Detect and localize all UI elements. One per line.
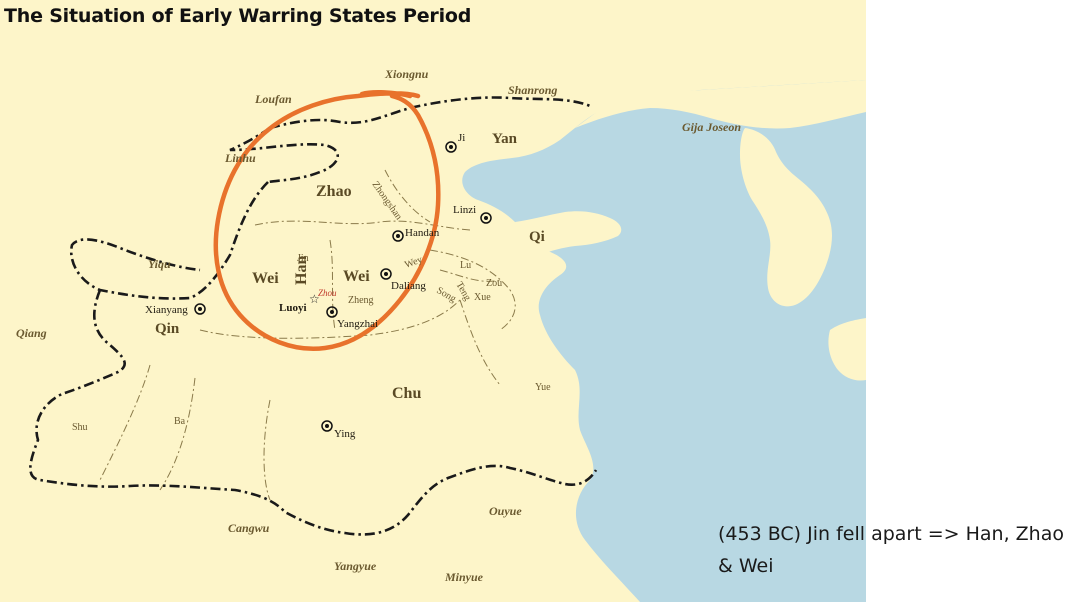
- label-yangyue: Yangyue: [334, 559, 377, 573]
- label-jin: Jin: [297, 253, 309, 264]
- label-loufan: Loufan: [254, 92, 292, 106]
- label-chu: Chu: [392, 385, 421, 402]
- map-title: The Situation of Early Warring States Pe…: [4, 5, 472, 27]
- caption-text: (453 BC) Jin fell apart => Han, Zhao & W…: [718, 523, 1064, 577]
- city-ying-marker: [321, 420, 333, 432]
- label-gija-joseon: Gija Joseon: [682, 120, 741, 134]
- label-qi: Qi: [529, 229, 545, 245]
- label-xiongnu: Xiongnu: [384, 67, 429, 81]
- label-wei-west: Wei: [252, 270, 279, 287]
- label-ying: Ying: [334, 428, 356, 440]
- city-daliang-marker: [380, 268, 392, 280]
- city-handan-marker: [392, 230, 404, 242]
- label-yangzhai: Yangzhai: [337, 318, 378, 330]
- label-zhao: Zhao: [316, 183, 352, 200]
- label-yue: Yue: [535, 382, 551, 393]
- label-minyue: Minyue: [444, 570, 484, 584]
- label-shanrong: Shanrong: [508, 83, 557, 97]
- label-xue: Xue: [474, 292, 491, 303]
- label-qiang: Qiang: [16, 326, 47, 340]
- city-linzi-marker: [480, 212, 492, 224]
- label-xianyang: Xianyang: [145, 304, 188, 316]
- label-linzi: Linzi: [453, 204, 476, 216]
- city-markers: ☆: [194, 141, 492, 432]
- label-zou: Zou: [486, 278, 502, 289]
- japan-land: [828, 318, 866, 381]
- label-qin: Qin: [155, 321, 180, 337]
- label-yan: Yan: [492, 131, 518, 147]
- city-ji-marker: [445, 141, 457, 153]
- label-wei-east: Wei: [343, 268, 370, 285]
- label-han: Han: [293, 256, 310, 285]
- label-cangwu: Cangwu: [228, 521, 270, 535]
- korea-land: [740, 128, 832, 307]
- label-lu: Lu: [460, 260, 471, 271]
- label-ji: Ji: [458, 132, 465, 144]
- label-ouyue: Ouyue: [489, 504, 522, 518]
- label-zheng: Zheng: [348, 295, 374, 306]
- map-canvas: ☆ Xiongnu Loufan Shanrong Gija Joseon Li…: [0, 0, 866, 602]
- label-luoyi: Luoyi: [279, 302, 307, 314]
- label-yiqu: Yiqu: [148, 257, 171, 271]
- label-shu: Shu: [72, 422, 88, 433]
- label-ba: Ba: [174, 416, 186, 427]
- highlight-circle: [213, 90, 441, 351]
- frontier-border: [29, 96, 598, 536]
- label-linhu: Linhu: [224, 151, 256, 165]
- label-daliang: Daliang: [391, 280, 426, 292]
- shandong-land: [515, 211, 622, 259]
- label-zhou: Zhou: [318, 288, 337, 298]
- city-yangzhai-marker: [326, 306, 338, 318]
- star-icon: ☆: [309, 292, 320, 306]
- liaodong-land: [575, 80, 866, 129]
- label-handan: Handan: [405, 227, 440, 239]
- city-xianyang-marker: [194, 303, 206, 315]
